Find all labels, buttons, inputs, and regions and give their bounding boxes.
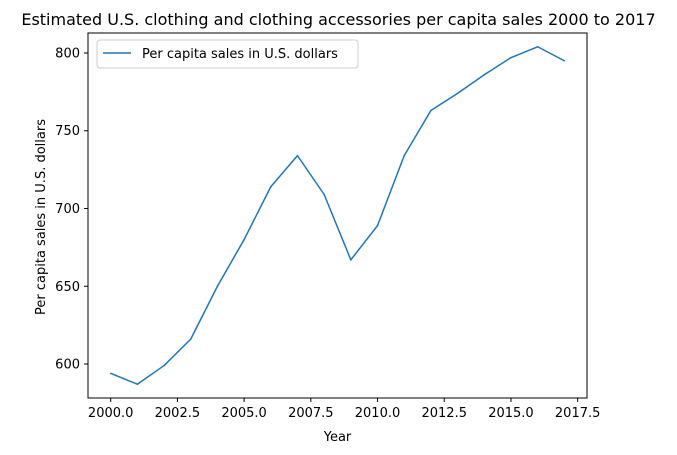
data-point [350,259,352,261]
y-tick-label: 700 [55,202,80,217]
x-tick-label: 2015.0 [488,406,534,421]
data-point [403,154,405,157]
data-point [189,338,192,340]
chart-title: Estimated U.S. clothing and clothing acc… [21,10,655,29]
y-axis: 600 650 700 750 800 [55,46,88,373]
data-point [163,364,165,367]
data-point [243,238,245,241]
y-tick-label: 750 [55,124,80,139]
x-tick-label: 2005.0 [221,406,267,421]
plot-area-frame [87,32,588,399]
x-tick-label: 2012.5 [421,406,467,421]
x-tick-label: 2000.0 [88,406,134,421]
x-tick-label: 2017.5 [555,406,601,421]
x-axis: 2000.0 2002.5 2005.0 2007.5 2010.0 2012.5 2015… [88,398,600,421]
data-point [456,92,459,95]
data-point [109,372,112,375]
data-point [323,193,325,196]
series-line [110,46,565,385]
x-tick-label: 2010.0 [355,406,401,421]
data-point [136,383,139,385]
y-tick-label: 800 [55,46,80,61]
x-axis-label: Year [323,430,352,445]
data-point [430,109,432,112]
x-tick-label: 2007.5 [288,406,334,421]
x-tick-label: 2002.5 [155,406,201,421]
data-point [270,185,272,188]
legend: Per capita sales in U.S. dollars [96,39,359,69]
data-point [216,285,219,288]
y-tick-label: 650 [55,280,80,295]
legend-label: Per capita sales in U.S. dollars [142,47,338,62]
y-tick-label: 600 [55,358,80,373]
data-point [510,56,512,59]
data-point [483,74,486,76]
series-layer [109,46,566,385]
data-point [296,154,299,157]
y-axis-label: Per capita sales in U.S. dollars [34,119,49,315]
legend-box [96,39,359,69]
data-point [536,46,539,48]
data-point [563,60,566,62]
data-point [376,224,379,227]
